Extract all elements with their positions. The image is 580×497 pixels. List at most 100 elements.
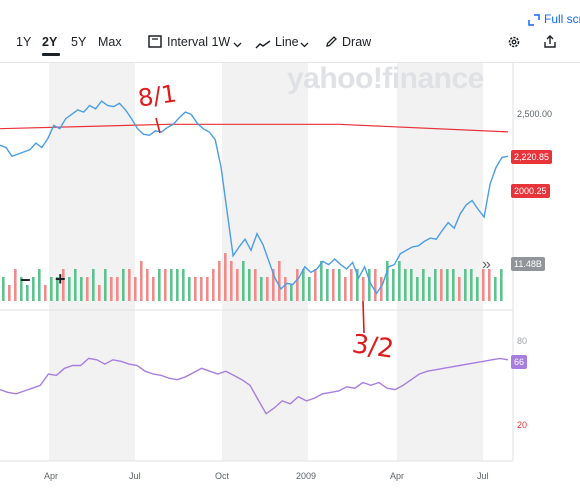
volume-bar	[434, 269, 437, 301]
volume-bar	[254, 269, 257, 301]
volume-bar	[488, 269, 491, 301]
volume-bar	[128, 269, 131, 301]
volume-bar	[206, 277, 209, 301]
zoom-in-button[interactable]: +	[55, 269, 66, 289]
volume-bar	[200, 277, 203, 301]
volume-bar	[296, 269, 299, 301]
volume-bar	[134, 277, 137, 301]
rsi-axis-upper: 80	[517, 336, 528, 346]
volume-badge: 11.48B	[511, 257, 545, 271]
range-max-button[interactable]: Max	[98, 35, 122, 49]
volume-bar	[416, 277, 419, 301]
volume-bar	[194, 277, 197, 301]
volume-bar	[104, 269, 107, 301]
rsi-line	[0, 357, 509, 415]
volume-bar	[32, 277, 35, 301]
volume-bar	[176, 269, 179, 301]
volume-bars	[2, 253, 503, 301]
volume-bar	[170, 269, 173, 301]
volume-bar	[266, 277, 269, 301]
interval-button[interactable]: Interval 1W	[167, 35, 230, 49]
active-range-indicator	[42, 53, 60, 56]
x-axis-label: 2009	[296, 471, 317, 481]
volume-bar	[68, 277, 71, 301]
expand-icon[interactable]	[528, 13, 540, 31]
volume-bar	[224, 253, 227, 301]
x-axis-label: Jul	[477, 471, 489, 481]
volume-bar	[212, 269, 215, 301]
volume-bar	[368, 269, 371, 301]
volume-bar	[164, 269, 167, 301]
volume-bar	[314, 269, 317, 301]
price-line	[0, 100, 509, 295]
volume-bar	[20, 277, 23, 301]
volume-bar	[452, 269, 455, 301]
x-axis-label: Apr	[44, 471, 59, 481]
share-icon[interactable]	[543, 34, 557, 54]
pencil-icon[interactable]	[325, 35, 338, 53]
volume-bar	[482, 269, 485, 301]
range-2y-button[interactable]: 2Y	[42, 35, 58, 49]
interval-value: 1W	[211, 35, 231, 49]
candlestick-icon[interactable]	[148, 35, 162, 53]
volume-bar	[320, 261, 323, 301]
collapse-button[interactable]: »	[482, 256, 491, 273]
volume-bar	[284, 277, 287, 301]
time-band	[397, 63, 483, 461]
price-badge: 2000.25	[511, 184, 550, 198]
volume-bar	[98, 285, 101, 301]
chevron-down-icon[interactable]	[300, 36, 309, 54]
volume-bar	[464, 269, 467, 301]
volume-bar	[278, 261, 281, 301]
volume-bar	[290, 285, 293, 301]
annotation-tick-top	[155, 117, 161, 134]
volume-bar	[272, 269, 275, 301]
volume-bar	[110, 277, 113, 301]
time-band	[49, 63, 135, 461]
interval-label: Interval	[167, 35, 208, 49]
volume-bar	[386, 261, 389, 301]
volume-bar	[56, 277, 59, 301]
volume-bar	[26, 285, 29, 301]
volume-bar	[38, 269, 41, 301]
volume-bar	[62, 269, 65, 301]
volume-bar	[338, 269, 341, 301]
volume-bar	[500, 269, 503, 301]
line-type-button[interactable]: Line	[275, 35, 299, 49]
time-band	[222, 63, 308, 461]
volume-bar	[362, 277, 365, 301]
watermark: yahoo!finance	[287, 62, 484, 95]
fullscreen-link[interactable]: Full scr	[544, 12, 580, 26]
volume-bar	[146, 269, 149, 301]
volume-bar	[218, 261, 221, 301]
volume-bar	[476, 277, 479, 301]
volume-bar	[116, 277, 119, 301]
zoom-out-button[interactable]: −	[20, 270, 31, 290]
chart-toolbar: 1Y 2Y 5Y Max Interval 1W Line Draw Full …	[0, 0, 580, 60]
chevron-down-icon[interactable]	[233, 36, 242, 54]
toolbar-divider	[0, 62, 580, 63]
volume-bar	[494, 277, 497, 301]
annotation-top: 8/1	[136, 79, 179, 113]
volume-bar	[404, 269, 407, 301]
volume-bar	[308, 277, 311, 301]
volume-bar	[470, 269, 473, 301]
volume-bar	[344, 277, 347, 301]
x-axis-label: Apr	[390, 471, 405, 481]
line-chart-icon[interactable]	[255, 37, 271, 55]
draw-button[interactable]: Draw	[342, 35, 372, 49]
annotation-tick-bottom	[362, 300, 365, 334]
volume-bar	[410, 269, 413, 301]
volume-bar	[92, 269, 95, 301]
range-5y-button[interactable]: 5Y	[71, 35, 87, 49]
volume-bar	[260, 277, 263, 301]
volume-bar	[158, 269, 161, 301]
volume-bar	[44, 285, 47, 301]
gear-icon[interactable]	[507, 35, 521, 54]
range-1y-button[interactable]: 1Y	[16, 35, 32, 49]
volume-bar	[152, 277, 155, 301]
volume-bar	[50, 277, 53, 301]
volume-bar	[440, 269, 443, 301]
volume-bar	[242, 261, 245, 301]
